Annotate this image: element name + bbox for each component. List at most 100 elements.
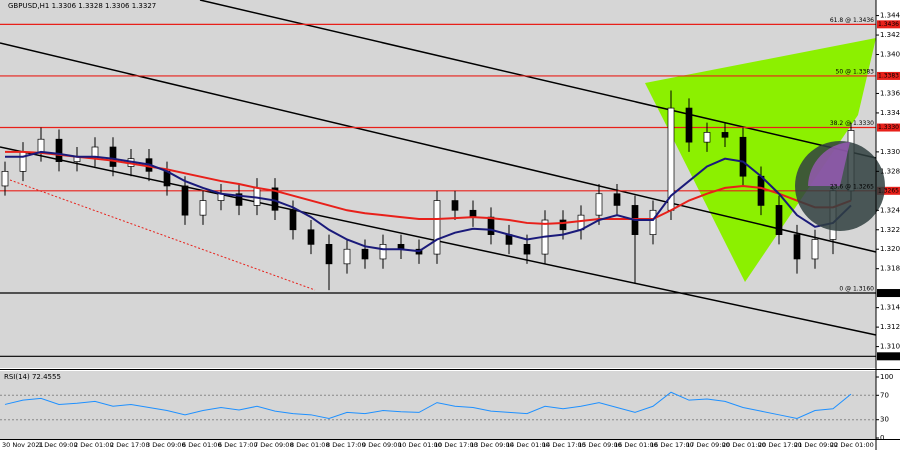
highlight-segment — [808, 142, 850, 186]
candle-body — [685, 107, 693, 143]
x-tick-label: 7 Dec 09:00 — [254, 441, 294, 449]
candle-body — [649, 209, 657, 235]
y-tick-label: 1.3245 — [880, 206, 900, 214]
fib-label: 0 @ 1.3160 — [839, 286, 874, 293]
trend-line — [199, 0, 877, 159]
level-label: 1.3265 — [878, 187, 899, 194]
moving-average — [5, 150, 852, 225]
candle-body — [739, 136, 747, 177]
candle-body — [181, 185, 189, 216]
fib-label: 61.8 @ 1.3436 — [830, 17, 874, 24]
x-tick-label: 21 Dec 09:00 — [794, 441, 838, 449]
candle-body — [703, 132, 711, 143]
candle-body — [487, 216, 495, 235]
fib-label: 23.6 @ 1.3265 — [830, 183, 874, 190]
candle-body — [37, 138, 45, 153]
y-tick-label: 1.3225 — [880, 226, 900, 234]
level-label: 1.3436 — [878, 21, 899, 28]
triangle-pattern — [645, 38, 876, 282]
candle-body — [379, 244, 387, 260]
trend-line — [0, 42, 877, 253]
y-tick-label: 1.3445 — [880, 12, 900, 20]
x-tick-label: 3 Dec 09:00 — [146, 441, 186, 449]
x-tick-label: 9 Dec 09:00 — [362, 441, 402, 449]
fib-label: 50 @ 1.3383 — [836, 68, 875, 75]
y-tick-label: 1.3365 — [880, 89, 900, 97]
x-tick-label: 10 Dec 17:00 — [434, 441, 478, 449]
y-tick-label: 1.3305 — [880, 148, 900, 156]
candle-body — [361, 248, 369, 260]
x-tick-label: 2 Dec 17:00 — [110, 441, 150, 449]
y-tick-label: 1.3145 — [880, 304, 900, 312]
candle-body — [523, 244, 531, 255]
level-tag — [877, 352, 900, 361]
y-tick-label: 0 — [880, 434, 884, 442]
x-tick-label: 22 Dec 01:00 — [830, 441, 874, 449]
fib-label: 38.2 @ 1.3330 — [830, 120, 874, 127]
x-tick-label: 16 Dec 01:00 — [614, 441, 658, 449]
candle-body — [433, 200, 441, 255]
rsi-title: RSI(14) 72.4555 — [4, 373, 61, 381]
x-tick-label: 14 Dec 17:00 — [542, 441, 586, 449]
y-tick-label: 1.3205 — [880, 245, 900, 253]
y-tick-label: 1.3285 — [880, 167, 900, 175]
x-tick-label: 20 Dec 17:00 — [758, 441, 802, 449]
y-tick-label: 30 — [880, 416, 889, 424]
y-tick-label: 1.3345 — [880, 109, 900, 117]
rsi-line — [4, 391, 852, 420]
candle-body — [307, 229, 315, 245]
x-tick-label: 13 Dec 09:00 — [470, 441, 514, 449]
chart-title: GBPUSD,H1 1.3306 1.3328 1.3306 1.3327 — [8, 2, 156, 10]
y-tick-label: 1.3425 — [880, 31, 900, 39]
candle-body — [775, 205, 783, 235]
x-tick-label: 15 Dec 09:00 — [578, 441, 622, 449]
x-tick-label: 8 Dec 01:00 — [290, 441, 330, 449]
candle-body — [451, 200, 459, 211]
level-label: 1.3330 — [878, 124, 899, 131]
candle-body — [559, 219, 567, 231]
candle-body — [469, 209, 477, 218]
x-tick-label: 20 Dec 01:00 — [722, 441, 766, 449]
level-label: 1.3383 — [878, 72, 899, 79]
level-tag — [877, 20, 900, 29]
candle-body — [199, 200, 207, 216]
y-tick-label: 1.3105 — [880, 343, 900, 351]
x-tick-label: 14 Dec 01:00 — [506, 441, 550, 449]
x-tick-label: 17 Dec 09:00 — [686, 441, 730, 449]
candle-body — [91, 146, 99, 158]
x-tick-label: 8 Dec 17:00 — [326, 441, 366, 449]
candle-body — [235, 193, 243, 206]
moving-average — [5, 150, 852, 253]
x-tick-label: 6 Dec 01:00 — [182, 441, 222, 449]
candle-body — [1, 170, 9, 187]
candle-body — [325, 244, 333, 265]
candle-body — [109, 146, 117, 167]
x-tick-label: 2 Dec 01:00 — [74, 441, 114, 449]
candle-body — [721, 132, 729, 138]
candle-body — [55, 138, 63, 162]
x-tick-label: 10 Dec 01:00 — [398, 441, 442, 449]
candle-body — [19, 151, 27, 172]
x-tick-label: 30 Nov 2021 — [2, 441, 44, 449]
y-tick-label: 1.3405 — [880, 51, 900, 59]
candle-body — [343, 248, 351, 265]
level-label: 1.3095 — [878, 353, 899, 360]
y-tick-label: 70 — [880, 391, 889, 399]
candle-body — [757, 175, 765, 206]
x-tick-label: 16 Dec 17:00 — [650, 441, 694, 449]
candle-body — [793, 234, 801, 260]
candle-body — [811, 239, 819, 260]
level-tag — [877, 186, 900, 195]
candle-body — [289, 209, 297, 231]
x-tick-label: 6 Dec 17:00 — [218, 441, 258, 449]
level-tag — [877, 71, 900, 80]
x-tick-label: 1 Dec 09:00 — [38, 441, 78, 449]
level-tag — [877, 123, 900, 132]
y-tick-label: 1.3185 — [880, 265, 900, 273]
rsi-panel — [0, 371, 876, 439]
level-label: 1.3160 — [878, 290, 899, 297]
level-tag — [877, 289, 900, 298]
candle-body — [595, 193, 603, 216]
candle-body — [613, 193, 621, 206]
